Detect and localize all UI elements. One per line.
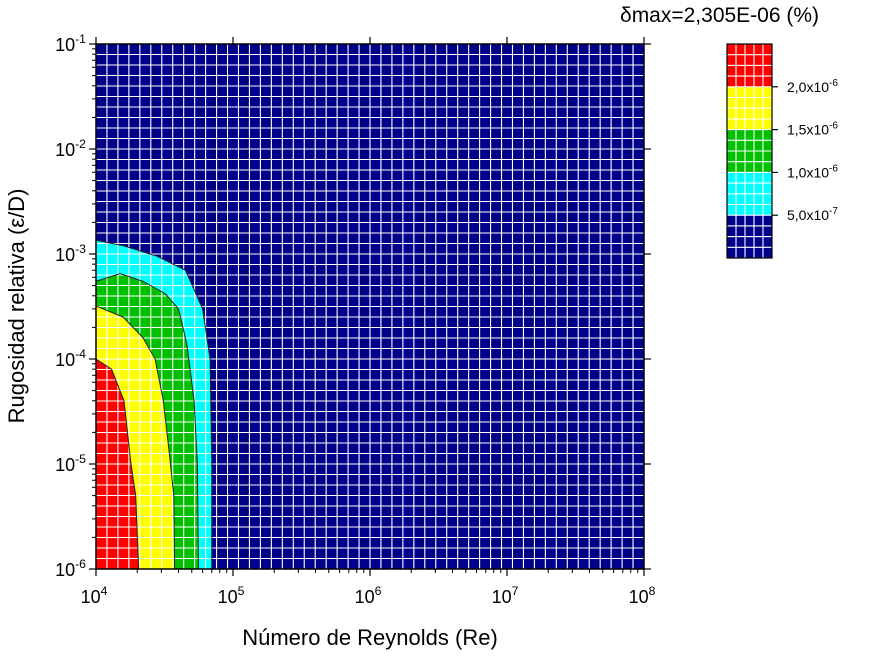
legend-label: 1,0x10-6 [787,163,838,180]
contour-line [96,239,213,569]
y-axis-label: Rugosidad relativa (ε/D) [4,189,29,424]
x-tick-label: 107 [492,584,519,607]
contour-line [96,273,199,569]
x-axis-label: Número de Reynolds (Re) [242,625,498,650]
legend-frame [726,43,773,259]
grid-lines [96,44,644,569]
axes: 104 105 106 107 108 10-6 10-5 10-4 10-3 10-2 10-1 [55,32,656,607]
legend-label: 2,0x10-6 [787,78,838,95]
contour-line [96,358,140,569]
chart-title: δmax=2,305E-06 (%) [620,4,819,27]
x-tick-label: 106 [355,584,382,607]
y-tick-label: 10-5 [55,452,86,475]
y-tick-label: 10-3 [55,242,86,265]
y-tick-label: 10-6 [55,557,86,580]
y-tick-label: 10-4 [55,347,86,370]
x-tick-label: 105 [218,584,245,607]
y-tick-label: 10-1 [55,32,86,55]
plot-area [96,44,644,569]
x-tick-label: 104 [81,584,108,607]
color-legend: 2,0x10-6 1,5x10-6 1,0x10-6 5,0x10-7 [726,43,838,259]
contour-lines [96,239,213,569]
x-tick-label: 108 [629,584,656,607]
y-tick-label: 10-2 [55,137,86,160]
contour-line [96,305,176,569]
legend-label: 1,5x10-6 [787,121,838,138]
legend-label: 5,0x10-7 [787,206,838,223]
